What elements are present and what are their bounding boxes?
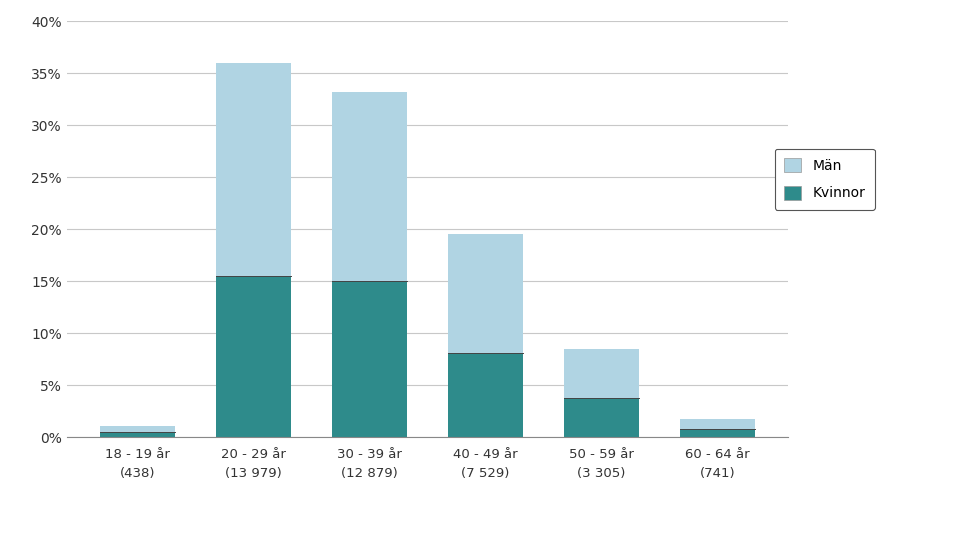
Bar [564, 398, 639, 437]
Bar [679, 429, 755, 437]
Bar [332, 92, 407, 281]
Bar [332, 281, 407, 437]
Bar [564, 349, 639, 398]
Bar [100, 432, 176, 437]
Bar [216, 63, 291, 276]
Bar [448, 353, 524, 437]
Bar [448, 235, 524, 353]
Bar [100, 426, 176, 432]
Bar [216, 276, 291, 437]
Legend: Män, Kvinnor: Män, Kvinnor [775, 149, 875, 210]
Bar [679, 419, 755, 429]
